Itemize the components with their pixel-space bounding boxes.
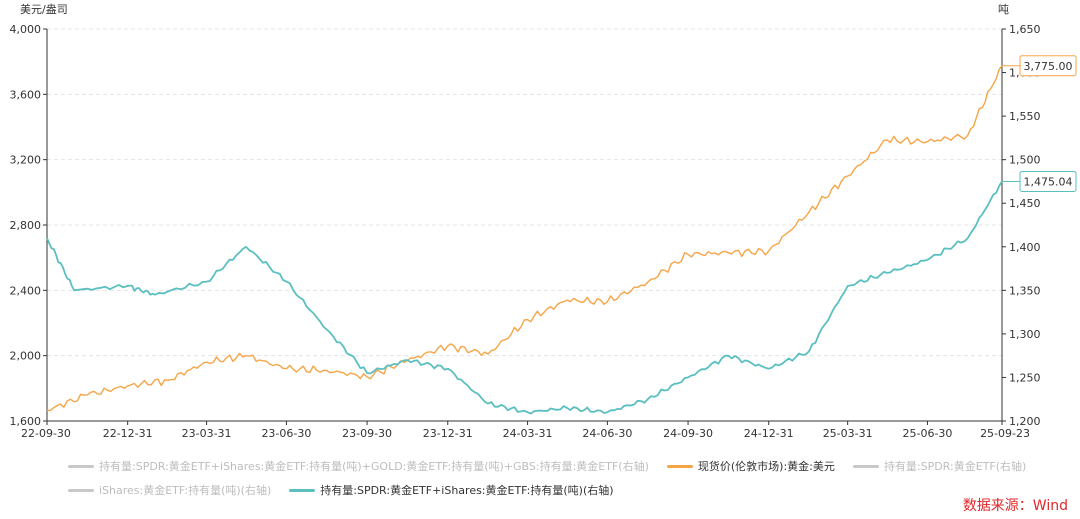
left-axis-unit: 美元/盎司 [20,2,68,16]
right-tick-label: 1,250 [1009,371,1041,384]
right-tick-label: 1,200 [1009,415,1041,428]
end-label-text-1: 1,475.04 [1024,175,1073,188]
series-line-0 [47,65,1003,412]
right-tick-label: 1,400 [1009,241,1041,254]
legend-row-2: iShares:黄金ETF:持有量(吨)(右轴) 持有量:SPDR:黄金ETF+… [68,482,632,498]
x-tick-label: 23-03-31 [182,427,232,440]
end-label-box-0 [1019,55,1077,77]
legend-label-gold-etf-total: 持有量:SPDR:黄金ETF+iShares:黄金ETF:持有量(吨)+GOLD… [99,460,649,473]
data-source: 数据来源：Wind [962,498,1068,514]
left-tick-label: 2,400 [10,284,42,297]
legend-swatch-spot-price [666,464,693,468]
left-tick-label: 1,600 [10,415,42,428]
legend-item-spdr[interactable]: 持有量:SPDR:黄金ETF(右轴) [852,458,1027,474]
x-tick-label: 24-12-31 [744,427,794,440]
left-tick-label: 2,000 [10,350,42,363]
right-tick-label: 1,550 [1009,110,1041,123]
end-label-box-1 [1019,170,1077,192]
end-label-text-0: 3,775.00 [1024,60,1073,73]
x-tick-label: 24-09-30 [663,427,713,440]
legend-item-gold-etf-total[interactable]: 持有量:SPDR:黄金ETF+iShares:黄金ETF:持有量(吨)+GOLD… [68,458,649,474]
x-tick-label: 22-12-31 [103,427,153,440]
legend-label-spdr: 持有量:SPDR:黄金ETF(右轴) [883,460,1027,473]
x-tick-label: 24-03-31 [503,427,553,440]
left-tick-label: 4,000 [10,23,42,36]
x-tick-label: 23-09-30 [342,427,392,440]
x-tick-label: 23-12-31 [423,427,473,440]
legend-swatch-ishares [68,488,94,492]
legend-row-1: 持有量:SPDR:黄金ETF+iShares:黄金ETF:持有量(吨)+GOLD… [68,458,1044,474]
legend-item-ishares[interactable]: iShares:黄金ETF:持有量(吨)(右轴) [68,482,271,498]
legend-label-ishares: iShares:黄金ETF:持有量(吨)(右轴) [99,484,272,497]
legend-item-spdr-ishares[interactable]: 持有量:SPDR:黄金ETF+iShares:黄金ETF:持有量(吨)(右轴) [289,482,614,498]
left-tick-label: 2,800 [10,219,42,232]
x-tick-label: 24-06-30 [582,427,632,440]
x-tick-label: 25-09-23 [980,427,1030,440]
legend-swatch-spdr-ishares [289,488,316,492]
legend-swatch-gold-etf-total [68,464,94,468]
grid-lines [47,28,1002,422]
right-tick-label: 1,650 [1009,23,1041,36]
legend-item-spot-price[interactable]: 现货价(伦敦市场):黄金:美元 [666,458,835,474]
right-tick-label: 1,500 [1009,154,1041,167]
axes: 1,600 2,000 2,400 2,800 3,200 3,600 4,000 1,200… [10,23,1041,440]
series-line-1 [46,180,1003,415]
x-tick-label: 23-06-30 [261,427,311,440]
right-tick-label: 1,450 [1009,197,1041,210]
right-tick-label: 1,300 [1009,328,1041,341]
x-tick-label: 25-06-30 [902,427,952,440]
end-value-labels: 3,775.00 1,475.04 [1002,55,1077,192]
left-tick-label: 3,600 [10,88,42,101]
legend-label-spdr-ishares: 持有量:SPDR:黄金ETF+iShares:黄金ETF:持有量(吨)(右轴) [320,484,614,497]
x-tick-label: 22-09-30 [21,427,71,440]
legend-label-spot-price: 现货价(伦敦市场):黄金:美元 [697,460,835,473]
left-tick-label: 3,200 [10,154,42,167]
chart: 1,600 2,000 2,400 2,800 3,200 3,600 4,000 1,200… [10,2,1077,440]
right-axis-unit: 吨 [998,3,1009,16]
right-tick-label: 1,350 [1009,284,1041,297]
x-tick-label: 25-03-31 [823,427,873,440]
legend-swatch-spdr [852,464,879,468]
series-lines [46,65,1003,415]
